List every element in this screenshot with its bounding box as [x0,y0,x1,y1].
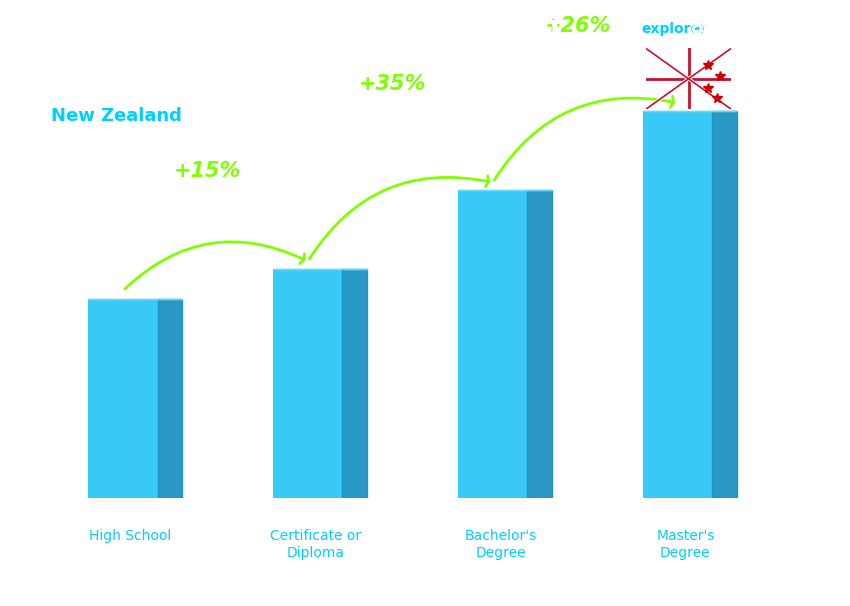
Bar [273,269,343,498]
Polygon shape [343,269,367,498]
Text: Groovy Developer: Groovy Developer [51,71,214,89]
Text: salary: salary [612,22,660,36]
Text: +35%: +35% [359,74,427,94]
Bar [88,299,157,498]
Text: Certificate or
Diploma: Certificate or Diploma [270,529,361,559]
Text: explorer: explorer [642,22,707,36]
Text: +15%: +15% [174,161,241,181]
Polygon shape [712,111,737,498]
Text: 86,200 NZD: 86,200 NZD [249,246,329,259]
Text: 75,100 NZD: 75,100 NZD [65,276,144,288]
Text: High School: High School [89,529,172,544]
Polygon shape [157,299,182,498]
Polygon shape [528,190,552,498]
Text: Master's
Degree: Master's Degree [656,529,715,559]
Text: Salary Comparison By Education: Salary Comparison By Education [51,15,559,42]
Bar [458,190,528,498]
Text: +26%: +26% [544,16,611,36]
Text: 146,000 NZD: 146,000 NZD [639,88,727,101]
Text: New Zealand: New Zealand [51,107,182,125]
Bar [643,111,712,498]
Text: Average Yearly Salary: Average Yearly Salary [815,242,825,364]
Text: Bachelor's
Degree: Bachelor's Degree [464,529,536,559]
Text: .com: .com [687,22,724,36]
Text: 116,000 NZD: 116,000 NZD [428,167,516,180]
